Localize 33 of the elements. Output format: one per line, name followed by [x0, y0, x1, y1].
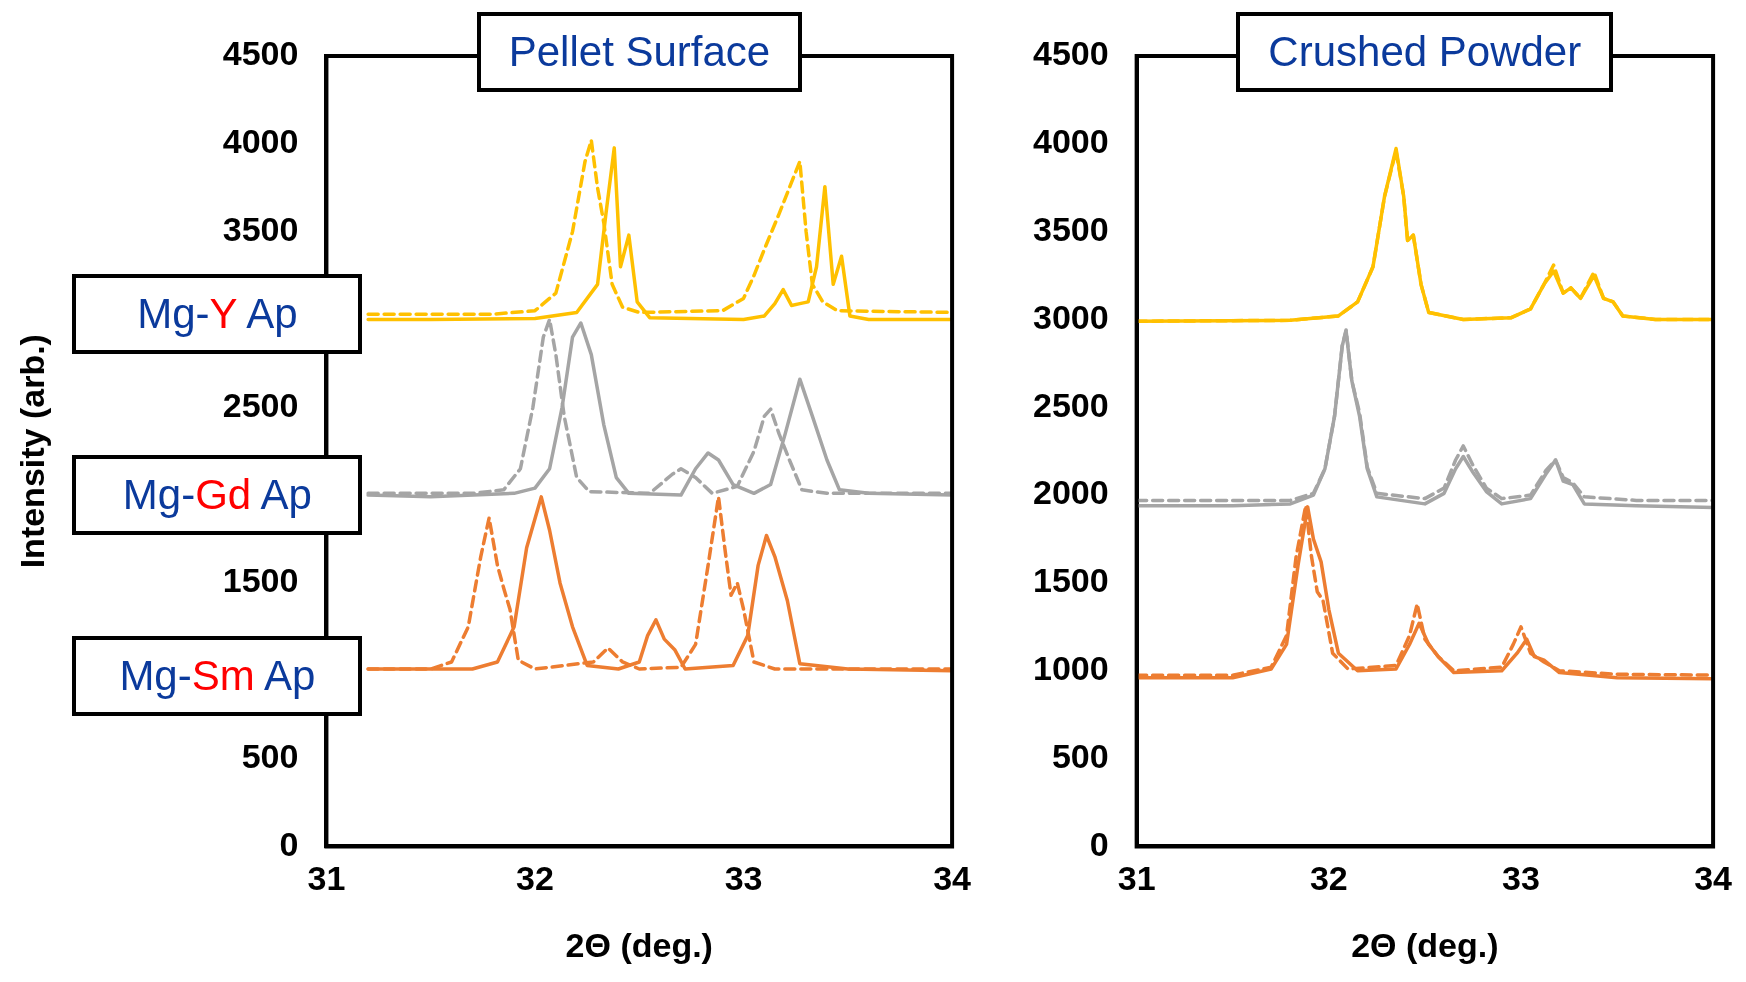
chart-title: Crushed Powder	[1236, 12, 1614, 92]
x-tick-label: 33	[724, 859, 763, 898]
x-tick-label: 34	[1694, 859, 1733, 898]
y-tick-label: 0	[279, 824, 299, 863]
y-tick-label: 1000	[1033, 649, 1109, 688]
y-tick-label: 1500	[1033, 561, 1109, 600]
y-tick-label: 4500	[1033, 34, 1109, 73]
y-tick-label: 500	[241, 736, 299, 775]
x-tick-label: 32	[1309, 859, 1348, 898]
y-tick-label: 1500	[222, 561, 299, 600]
x-tick-label: 32	[516, 859, 554, 898]
x-tick-label: 33	[1502, 859, 1540, 898]
x-tick-label: 34	[933, 859, 972, 898]
x-axis-title: 2Θ (deg.)	[565, 925, 713, 964]
y-tick-label: 4500	[222, 34, 299, 73]
chart-title: Pellet Surface	[476, 12, 803, 92]
y-tick-label: 3500	[222, 210, 299, 249]
label-box: Mg-Gd Ap	[72, 455, 363, 536]
y-tick-label: 0	[1089, 824, 1109, 863]
y-tick-label: 2500	[1033, 385, 1109, 424]
y-tick-label: 2500	[222, 385, 299, 424]
y-tick-label: 4000	[222, 122, 299, 161]
y-tick-label: 2000	[1033, 473, 1109, 512]
x-tick-label: 31	[1117, 859, 1156, 898]
x-axis-title: 2Θ (deg.)	[1351, 925, 1499, 964]
y-tick-label: 3000	[1033, 297, 1109, 336]
y-tick-label: 4000	[1033, 122, 1109, 161]
x-tick-label: 31	[307, 859, 346, 898]
y-tick-label: 500	[1051, 736, 1109, 775]
y-axis-title: Intensity (arb.)	[12, 334, 51, 569]
y-tick-label: 3500	[1033, 210, 1109, 249]
label-box: Mg-Y Ap	[72, 274, 363, 355]
label-box: Mg-Sm Ap	[72, 636, 363, 717]
